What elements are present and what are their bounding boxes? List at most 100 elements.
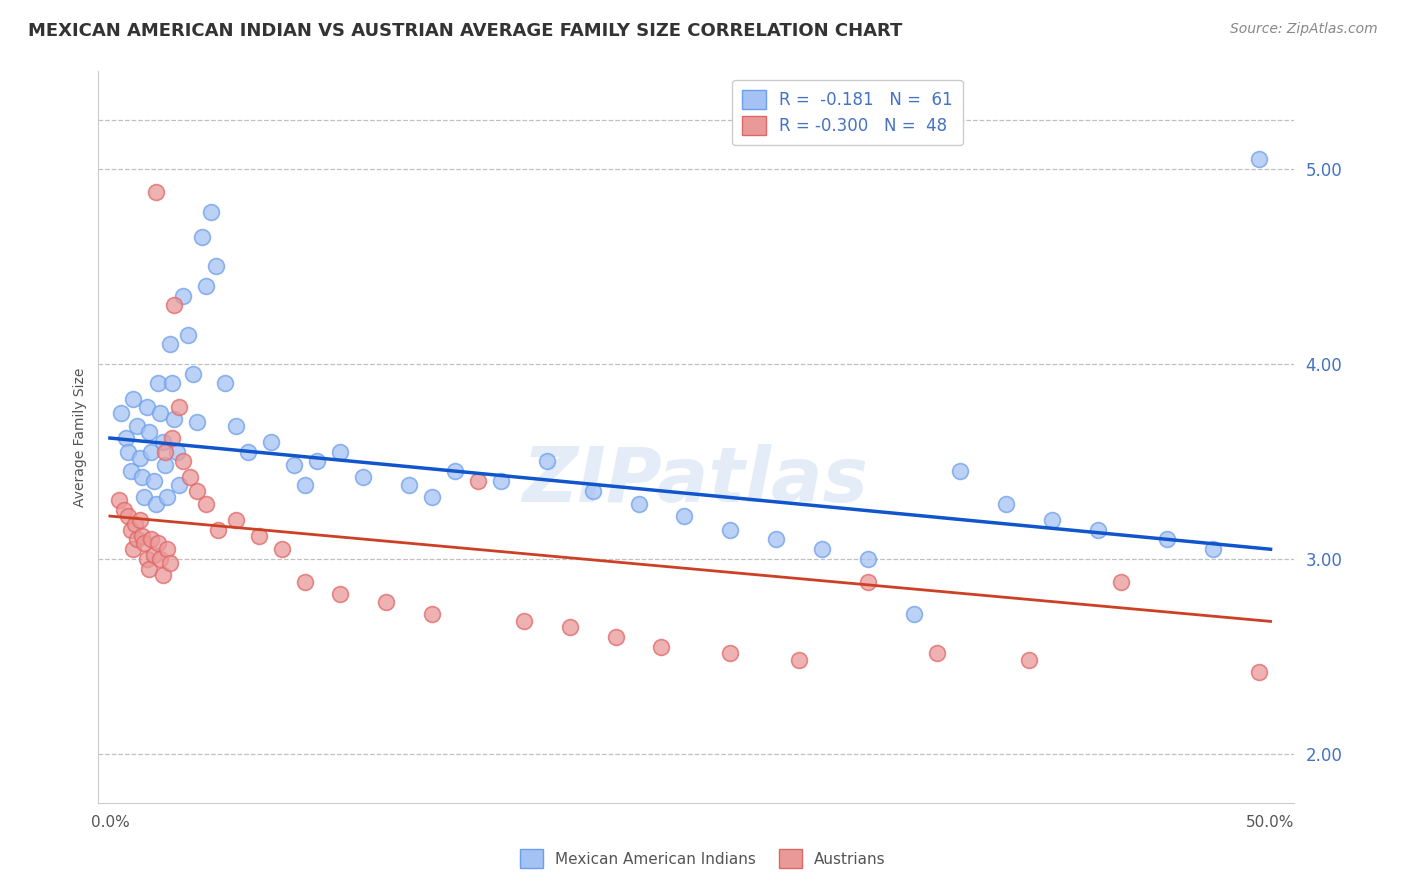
Point	[138, 562, 160, 576]
Point	[156, 490, 179, 504]
Point	[159, 556, 181, 570]
Point	[160, 376, 183, 391]
Point	[673, 509, 696, 524]
Point	[765, 533, 787, 547]
Point	[995, 497, 1018, 511]
Point	[117, 509, 139, 524]
Point	[581, 483, 603, 498]
Point	[181, 367, 204, 381]
Point	[1202, 542, 1225, 557]
Point	[117, 444, 139, 458]
Text: MEXICAN AMERICAN INDIAN VS AUSTRIAN AVERAGE FAMILY SIZE CORRELATION CHART: MEXICAN AMERICAN INDIAN VS AUSTRIAN AVER…	[28, 22, 903, 40]
Point	[1247, 665, 1270, 679]
Point	[789, 653, 811, 667]
Point	[1247, 152, 1270, 166]
Point	[131, 470, 153, 484]
Point	[558, 620, 581, 634]
Point	[191, 230, 214, 244]
Point	[149, 552, 172, 566]
Point	[112, 503, 135, 517]
Point	[329, 444, 352, 458]
Point	[200, 204, 222, 219]
Point	[108, 493, 131, 508]
Point	[145, 497, 167, 511]
Point	[650, 640, 672, 654]
Point	[720, 523, 742, 537]
Legend: R =  -0.181   N =  61, R = -0.300   N =  48: R = -0.181 N = 61, R = -0.300 N = 48	[733, 79, 963, 145]
Point	[294, 478, 316, 492]
Point	[138, 425, 160, 440]
Point	[159, 337, 181, 351]
Point	[120, 523, 142, 537]
Point	[145, 186, 167, 200]
Point	[149, 406, 172, 420]
Point	[1018, 653, 1040, 667]
Point	[122, 542, 145, 557]
Point	[127, 419, 149, 434]
Y-axis label: Average Family Size: Average Family Size	[73, 368, 87, 507]
Point	[152, 434, 174, 449]
Point	[858, 552, 880, 566]
Point	[127, 533, 149, 547]
Point	[148, 536, 170, 550]
Point	[605, 630, 627, 644]
Point	[172, 288, 194, 302]
Point	[214, 376, 236, 391]
Point	[166, 444, 188, 458]
Point	[1156, 533, 1178, 547]
Point	[167, 478, 190, 492]
Point	[152, 567, 174, 582]
Point	[536, 454, 558, 468]
Point	[247, 528, 270, 542]
Point	[225, 513, 247, 527]
Point	[186, 483, 208, 498]
Point	[443, 464, 465, 478]
Point	[167, 400, 190, 414]
Point	[128, 450, 150, 465]
Point	[141, 444, 163, 458]
Point	[195, 497, 218, 511]
Point	[271, 542, 294, 557]
Point	[283, 458, 305, 473]
Point	[142, 548, 165, 562]
Point	[627, 497, 650, 511]
Point	[160, 431, 183, 445]
Point	[135, 400, 157, 414]
Point	[134, 536, 156, 550]
Point	[1109, 575, 1132, 590]
Point	[1040, 513, 1063, 527]
Point	[195, 279, 218, 293]
Point	[207, 523, 229, 537]
Point	[122, 392, 145, 406]
Point	[177, 327, 200, 342]
Point	[489, 474, 512, 488]
Point	[153, 458, 176, 473]
Point	[134, 490, 156, 504]
Point	[120, 464, 142, 478]
Point	[294, 575, 316, 590]
Legend: Mexican American Indians, Austrians: Mexican American Indians, Austrians	[513, 841, 893, 875]
Point	[720, 646, 742, 660]
Point	[186, 416, 208, 430]
Point	[110, 406, 132, 420]
Point	[927, 646, 949, 660]
Point	[115, 431, 138, 445]
Point	[204, 260, 226, 274]
Point	[305, 454, 328, 468]
Point	[1087, 523, 1109, 537]
Point	[398, 478, 420, 492]
Point	[179, 470, 201, 484]
Point	[811, 542, 834, 557]
Point	[260, 434, 283, 449]
Point	[148, 376, 170, 391]
Point	[903, 607, 925, 621]
Point	[153, 444, 176, 458]
Point	[949, 464, 972, 478]
Point	[142, 474, 165, 488]
Point	[858, 575, 880, 590]
Point	[135, 552, 157, 566]
Text: Source: ZipAtlas.com: Source: ZipAtlas.com	[1230, 22, 1378, 37]
Point	[329, 587, 352, 601]
Text: ZIPatlas: ZIPatlas	[523, 444, 869, 518]
Point	[124, 516, 146, 531]
